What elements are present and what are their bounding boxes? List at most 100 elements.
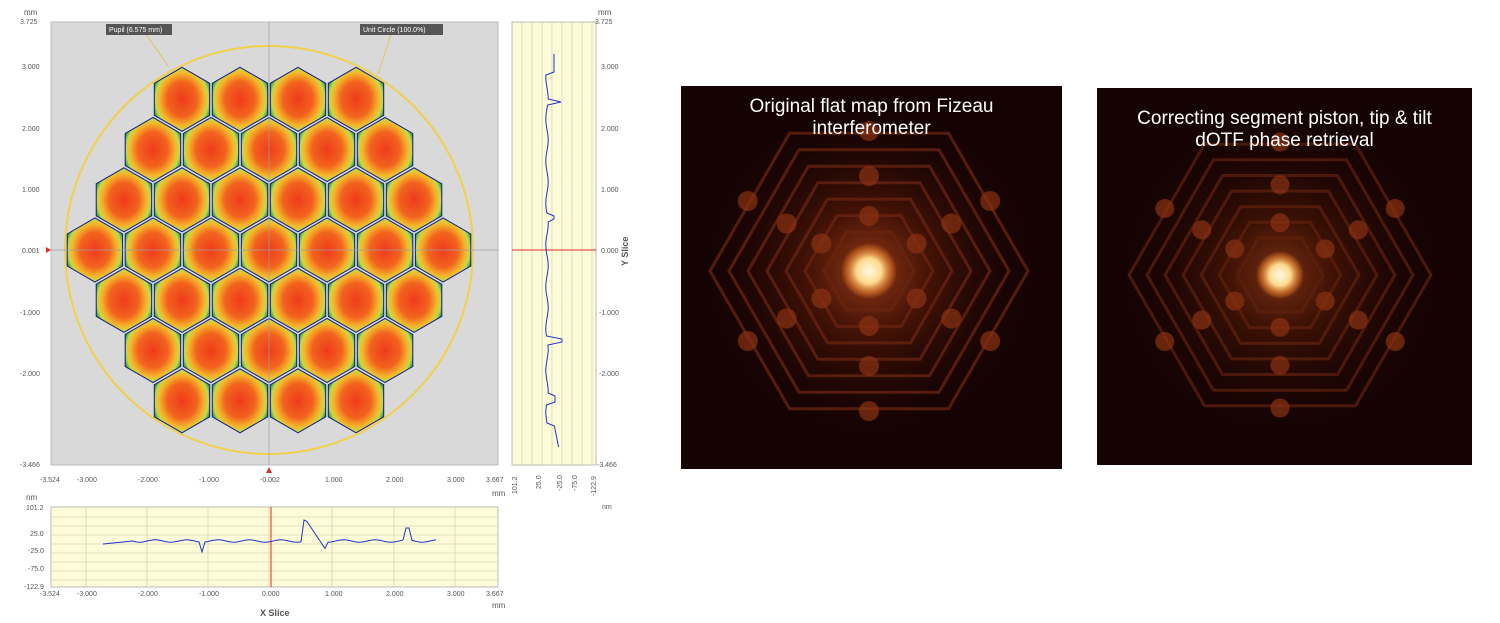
psf-caption-corrected-line1: Correcting segment piston, tip & tilt [1137, 108, 1432, 129]
y-slice-nm-tick: 101.2 [512, 476, 519, 494]
x-slice-x-tick: -1.000 [199, 591, 219, 598]
mirror-segment [211, 167, 269, 233]
y-slice-tick: 0.000 [601, 248, 619, 255]
x-tick: 2.000 [386, 477, 404, 484]
mirror-segment [182, 317, 240, 384]
psf-pattern-original [699, 101, 1039, 441]
y-slice-tick: -2.000 [599, 371, 619, 378]
y-slice-trace [545, 54, 563, 448]
mirror-segment [269, 66, 327, 132]
mirror-segment [269, 167, 327, 233]
unit-circle-label-box [360, 24, 443, 35]
x-slice-nm-tick: 25.0 [30, 531, 44, 538]
x-tick: 3.667 [486, 477, 504, 484]
map-y-axis: 3.725 3.000 2.000 1.000 0.001 -1.000 -2.… [20, 19, 40, 469]
mirror-segment [327, 167, 385, 233]
y-tick: -2.000 [20, 371, 40, 378]
y-slice-title: Y Slice [620, 237, 630, 266]
x-tick: -2.000 [138, 477, 158, 484]
y-slice-tick: 2.000 [601, 126, 619, 133]
y-tick: 3.000 [22, 64, 40, 71]
interferometer-panel: mm mm Pupil (6.575 mm) Unit Circle (100.… [6, 4, 638, 618]
x-tick: -3.524 [40, 477, 60, 484]
x-slice-unit-left: nm [26, 493, 37, 502]
unit-label-top-left: mm [24, 8, 38, 17]
mirror-segment [153, 368, 211, 434]
unit-label-top-right: mm [598, 8, 612, 17]
mirror-segment [356, 317, 414, 384]
mirror-segment [124, 317, 182, 384]
mirror-segment [124, 116, 182, 183]
x-position-marker[interactable] [266, 467, 272, 473]
interferometer-svg: mm mm Pupil (6.575 mm) Unit Circle (100.… [20, 8, 630, 618]
map-x-unit: mm [492, 489, 506, 498]
y-slice-tick: 3.725 [595, 19, 613, 26]
mirror-segment [269, 368, 327, 434]
mirror-segments [66, 66, 472, 434]
x-slice-x-axis: -3.524 -3.000 -2.000 -1.000 0.000 1.000 … [40, 591, 504, 598]
x-slice-x-unit: mm [492, 601, 506, 610]
x-slice-x-tick: 2.000 [386, 591, 404, 598]
x-slice-x-tick: 0.000 [262, 591, 280, 598]
y-slice-tick: -1.000 [599, 310, 619, 317]
y-tick: 1.000 [22, 187, 40, 194]
x-slice-nm-tick: -122.9 [24, 584, 44, 591]
y-tick: -3.466 [20, 462, 40, 469]
x-tick: -3.000 [77, 477, 97, 484]
x-tick: 3.000 [447, 477, 465, 484]
unit-circle-label: Unit Circle (100.0%) [363, 27, 426, 34]
mirror-segment [211, 66, 269, 132]
x-slice-x-tick: -3.000 [77, 591, 97, 598]
y-tick: 2.000 [22, 126, 40, 133]
x-slice-x-tick: 1.000 [325, 591, 343, 598]
mirror-segment [211, 267, 269, 333]
x-tick: -1.000 [199, 477, 219, 484]
x-slice-nm-tick: -75.0 [28, 566, 44, 573]
y-slice-nm-tick: -122.9 [591, 476, 598, 496]
psf-image-corrected: Correcting segment piston, tip & tilt dO… [1097, 88, 1472, 465]
y-slice-nm-tick: -75.0 [572, 475, 579, 491]
mirror-segment [298, 116, 356, 183]
y-slice-grid [521, 22, 593, 465]
mirror-segment [327, 368, 385, 434]
y-slice-tick: -3.466 [597, 462, 617, 469]
pupil-label: Pupil (6.575 mm) [109, 27, 162, 34]
mirror-segment [153, 66, 211, 132]
x-slice-plot[interactable] [50, 506, 499, 588]
x-slice-grid [51, 507, 498, 587]
pupil-label-box [106, 24, 172, 35]
y-position-marker[interactable] [46, 247, 51, 253]
x-slice-x-tick: 3.000 [447, 591, 465, 598]
x-slice-nm-tick: -25.0 [28, 548, 44, 555]
x-slice-trace [102, 519, 437, 554]
y-slice-plot[interactable] [511, 21, 597, 466]
x-slice-x-tick: -3.524 [40, 591, 60, 598]
mirror-segment [356, 116, 414, 183]
x-slice-nm-axis: 101.2 25.0 -25.0 -75.0 -122.9 [24, 505, 44, 591]
mirror-segment [385, 267, 443, 333]
mirror-segment [327, 267, 385, 333]
mirror-segment [153, 267, 211, 333]
y-slice-nm-axis: 101.2 25.0 -25.0 -75.0 -122.9 [512, 475, 598, 496]
psf-caption-original-line1: Original flat map from Fizeau [749, 96, 994, 117]
x-tick: 1.000 [325, 477, 343, 484]
y-slice-axis: 3.725 3.000 2.000 1.000 0.000 -1.000 -2.… [595, 19, 619, 469]
x-tick: -0.002 [260, 477, 280, 484]
psf-caption-corrected-line2: dOTF phase retrieval [1195, 130, 1374, 151]
y-slice-tick: 3.000 [601, 64, 619, 71]
psf-caption-corrected: Correcting segment piston, tip & tilt dO… [1097, 108, 1472, 152]
mirror-segment [298, 317, 356, 384]
psf-image-original: Original flat map from Fizeau interferom… [681, 86, 1062, 469]
mirror-segment [153, 167, 211, 233]
x-slice-nm-tick: 101.2 [26, 505, 44, 512]
y-slice-nm-tick: -25.0 [557, 475, 564, 491]
mirror-segment [95, 267, 153, 333]
psf-caption-original-line2: interferometer [812, 118, 931, 139]
y-tick: -1.000 [20, 310, 40, 317]
psf-caption-original: Original flat map from Fizeau interferom… [681, 96, 1062, 140]
y-tick: 0.001 [22, 248, 40, 255]
y-slice-nm-tick: 25.0 [536, 475, 543, 489]
mirror-segment [269, 267, 327, 333]
mirror-segment [211, 368, 269, 434]
y-slice-tick: 1.000 [601, 187, 619, 194]
